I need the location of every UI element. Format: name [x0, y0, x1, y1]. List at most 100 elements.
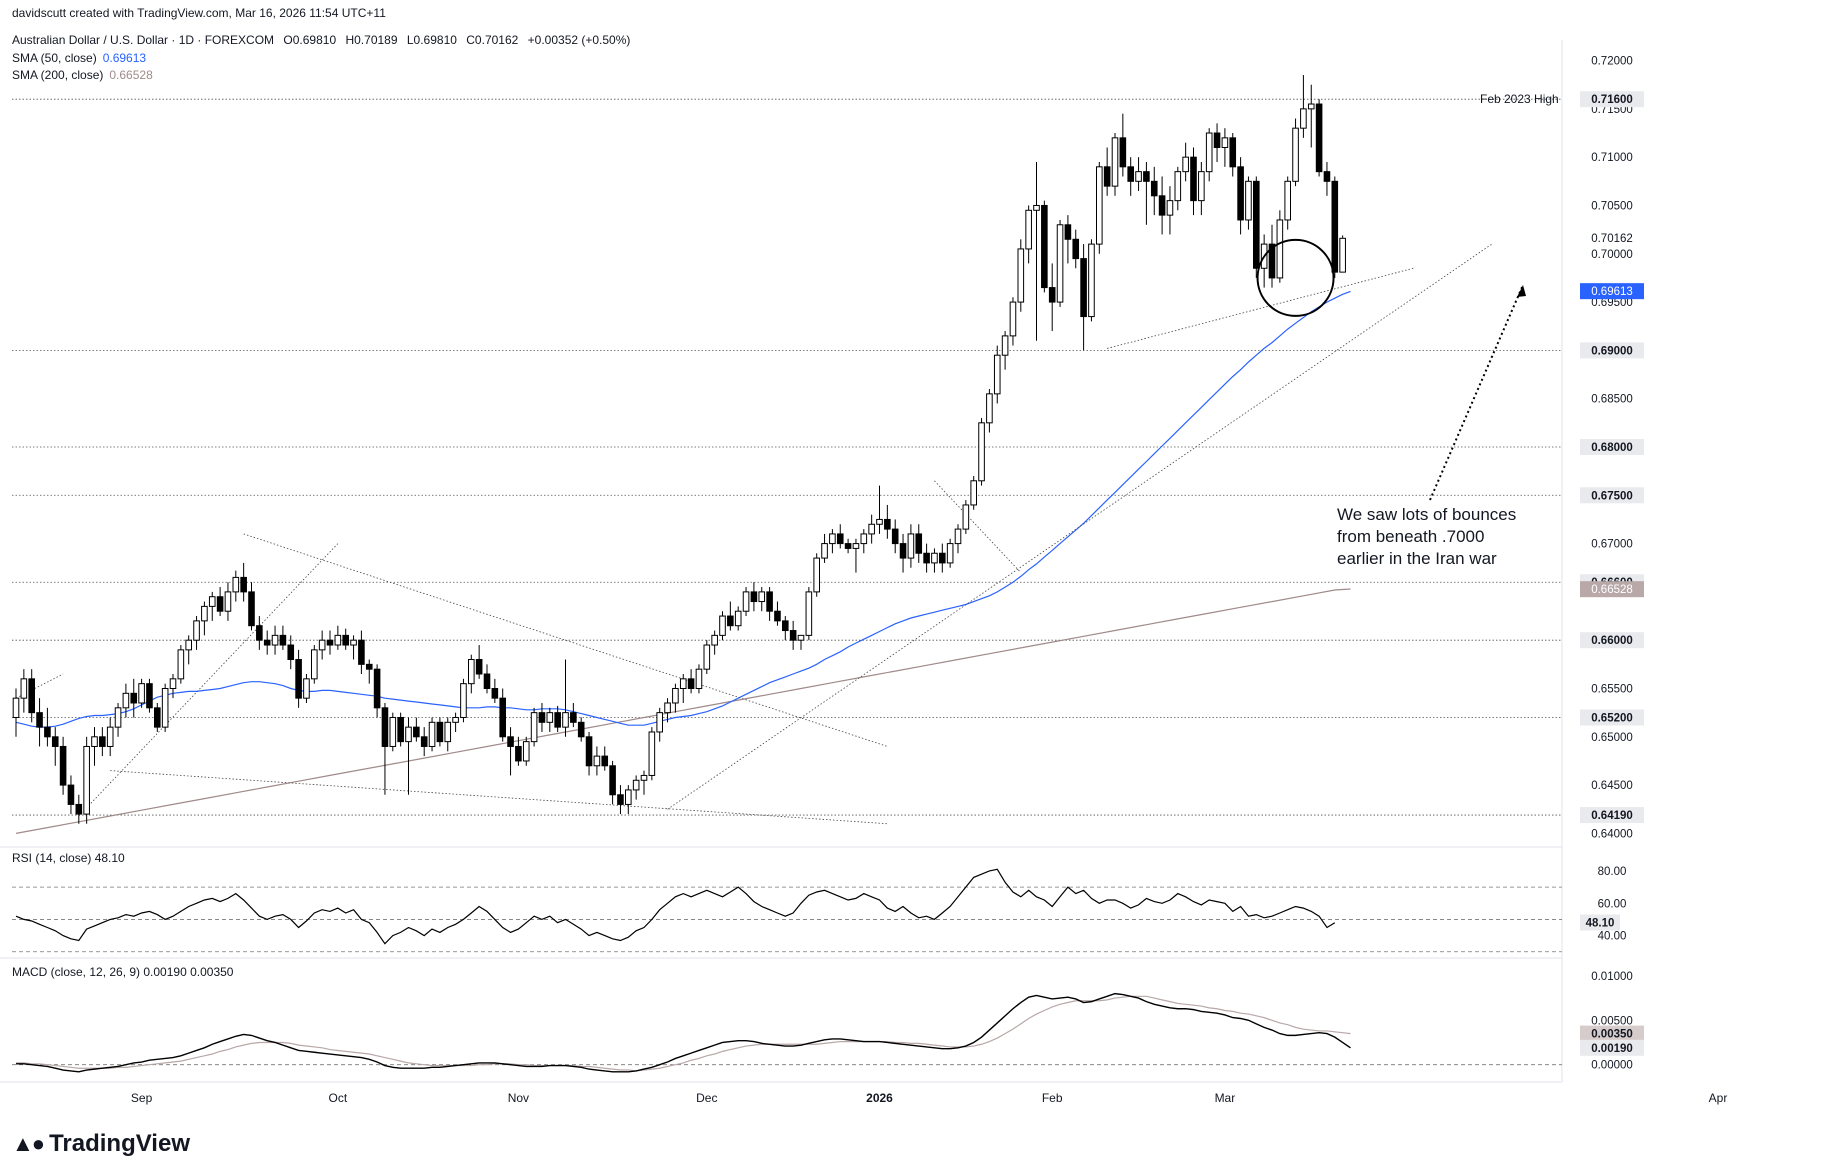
candle-up	[389, 716, 397, 747]
candle-up	[1182, 156, 1189, 173]
candle-down	[67, 784, 75, 805]
candle-up	[656, 712, 664, 733]
candle-up	[1001, 335, 1009, 356]
candle-up	[1135, 171, 1142, 182]
macd-badge	[1580, 1039, 1644, 1056]
level-badge	[1580, 91, 1644, 108]
candle-up	[821, 543, 828, 559]
date-tick-label: Nov	[508, 1091, 529, 1105]
trendline-dec-flag	[934, 480, 1022, 573]
sma200-badge	[1580, 581, 1644, 598]
macd-signal-line	[16, 995, 1351, 1072]
level-note-feb-2023-high: Feb 2023 High	[1480, 92, 1559, 106]
candle-up	[962, 504, 970, 530]
sma50-legend[interactable]: SMA (50, close) 0.69613	[12, 51, 152, 65]
sma200-label: SMA (200, close)	[12, 68, 104, 82]
candle-up	[350, 639, 357, 646]
candle-down	[365, 663, 373, 670]
candle-down	[373, 668, 381, 709]
candle-up	[954, 528, 962, 545]
candle-up	[177, 649, 185, 680]
candle-down	[782, 620, 789, 632]
level-badge-label: 0.71600	[1591, 94, 1633, 106]
candle-up	[169, 678, 177, 689]
price-tick-label: 0.69500	[1591, 297, 1633, 309]
candle-down	[1143, 171, 1150, 182]
candle-up	[271, 634, 279, 646]
sma200-legend[interactable]: SMA (200, close) 0.66528	[12, 68, 159, 82]
date-tick-label: Dec	[696, 1091, 717, 1105]
trendline-support-feb	[1107, 267, 1414, 349]
candle-up	[334, 634, 342, 646]
rsi-current-label: 48.10	[1586, 918, 1615, 930]
candle-up	[907, 533, 915, 559]
rsi-tick-label: 40.00	[1598, 931, 1627, 943]
level-badge-label: 0.66000	[1591, 635, 1633, 647]
candle-up	[83, 745, 90, 815]
candle-up	[648, 731, 656, 776]
candle-down	[1041, 204, 1048, 289]
candle-down	[1268, 243, 1276, 279]
candle-down	[44, 726, 51, 738]
candle-down	[413, 726, 420, 738]
candle-down	[515, 745, 522, 762]
candle-up	[106, 726, 114, 747]
last-price-label: 0.70162	[1591, 233, 1633, 245]
candle-down	[130, 692, 138, 704]
candle-up	[679, 678, 687, 689]
candle-up	[1025, 209, 1032, 250]
tradingview-logo-icon: ▲●	[12, 1131, 45, 1156]
candle-down	[279, 634, 287, 646]
candle-down	[884, 518, 891, 530]
candle-down	[766, 591, 773, 612]
sma50-badge-label: 0.69613	[1591, 286, 1633, 298]
candle-up	[1339, 237, 1346, 273]
level-badge	[1580, 709, 1644, 726]
sma200-line	[15, 588, 1351, 834]
candle-down	[899, 543, 907, 559]
candle-down	[59, 745, 67, 786]
candle-down	[75, 803, 83, 815]
candle-up	[522, 741, 530, 762]
candle-up	[303, 678, 310, 699]
candle-up	[428, 721, 436, 747]
ohlc-low: L0.69810	[406, 33, 457, 47]
candle-down	[601, 755, 609, 767]
candle-down	[1127, 166, 1135, 182]
candle-up	[405, 726, 412, 743]
date-tick-label: Feb	[1042, 1091, 1063, 1105]
candle-up	[1307, 103, 1315, 110]
candle-down	[1237, 166, 1244, 221]
candle-up	[797, 634, 805, 641]
price-tick-label: 0.72000	[1591, 56, 1633, 68]
candle-up	[562, 712, 569, 728]
callout-arrow-head	[1517, 285, 1526, 297]
callout-arrow-line	[1429, 284, 1524, 501]
candle-up	[1174, 171, 1182, 202]
candle-down	[295, 659, 302, 699]
candle-up	[805, 591, 813, 636]
candle-down	[609, 765, 616, 796]
candle-up	[734, 610, 742, 627]
sma50-line	[15, 290, 1351, 728]
candle-up	[185, 639, 192, 651]
symbol-legend[interactable]: Australian Dollar / U.S. Dollar · 1D · F…	[12, 33, 636, 47]
price-tick-label: 0.65500	[1591, 683, 1633, 695]
candle-down	[687, 678, 695, 689]
sma200-badge-label: 0.66528	[1591, 584, 1633, 596]
date-tick-label: 2026	[866, 1091, 893, 1105]
candle-down	[923, 552, 930, 564]
candle-down	[216, 596, 224, 612]
candle-down	[491, 687, 499, 699]
candle-up	[978, 422, 985, 482]
level-badge-label: 0.65200	[1591, 712, 1633, 724]
candle-up	[1245, 180, 1252, 221]
ohlc-change: +0.00352 (+0.50%)	[527, 33, 631, 47]
candle-down	[248, 591, 255, 627]
candle-up	[1009, 301, 1017, 337]
candle-down	[1072, 238, 1080, 260]
tradingview-logo[interactable]: ▲● TradingView	[12, 1130, 190, 1158]
candle-up	[224, 591, 232, 612]
